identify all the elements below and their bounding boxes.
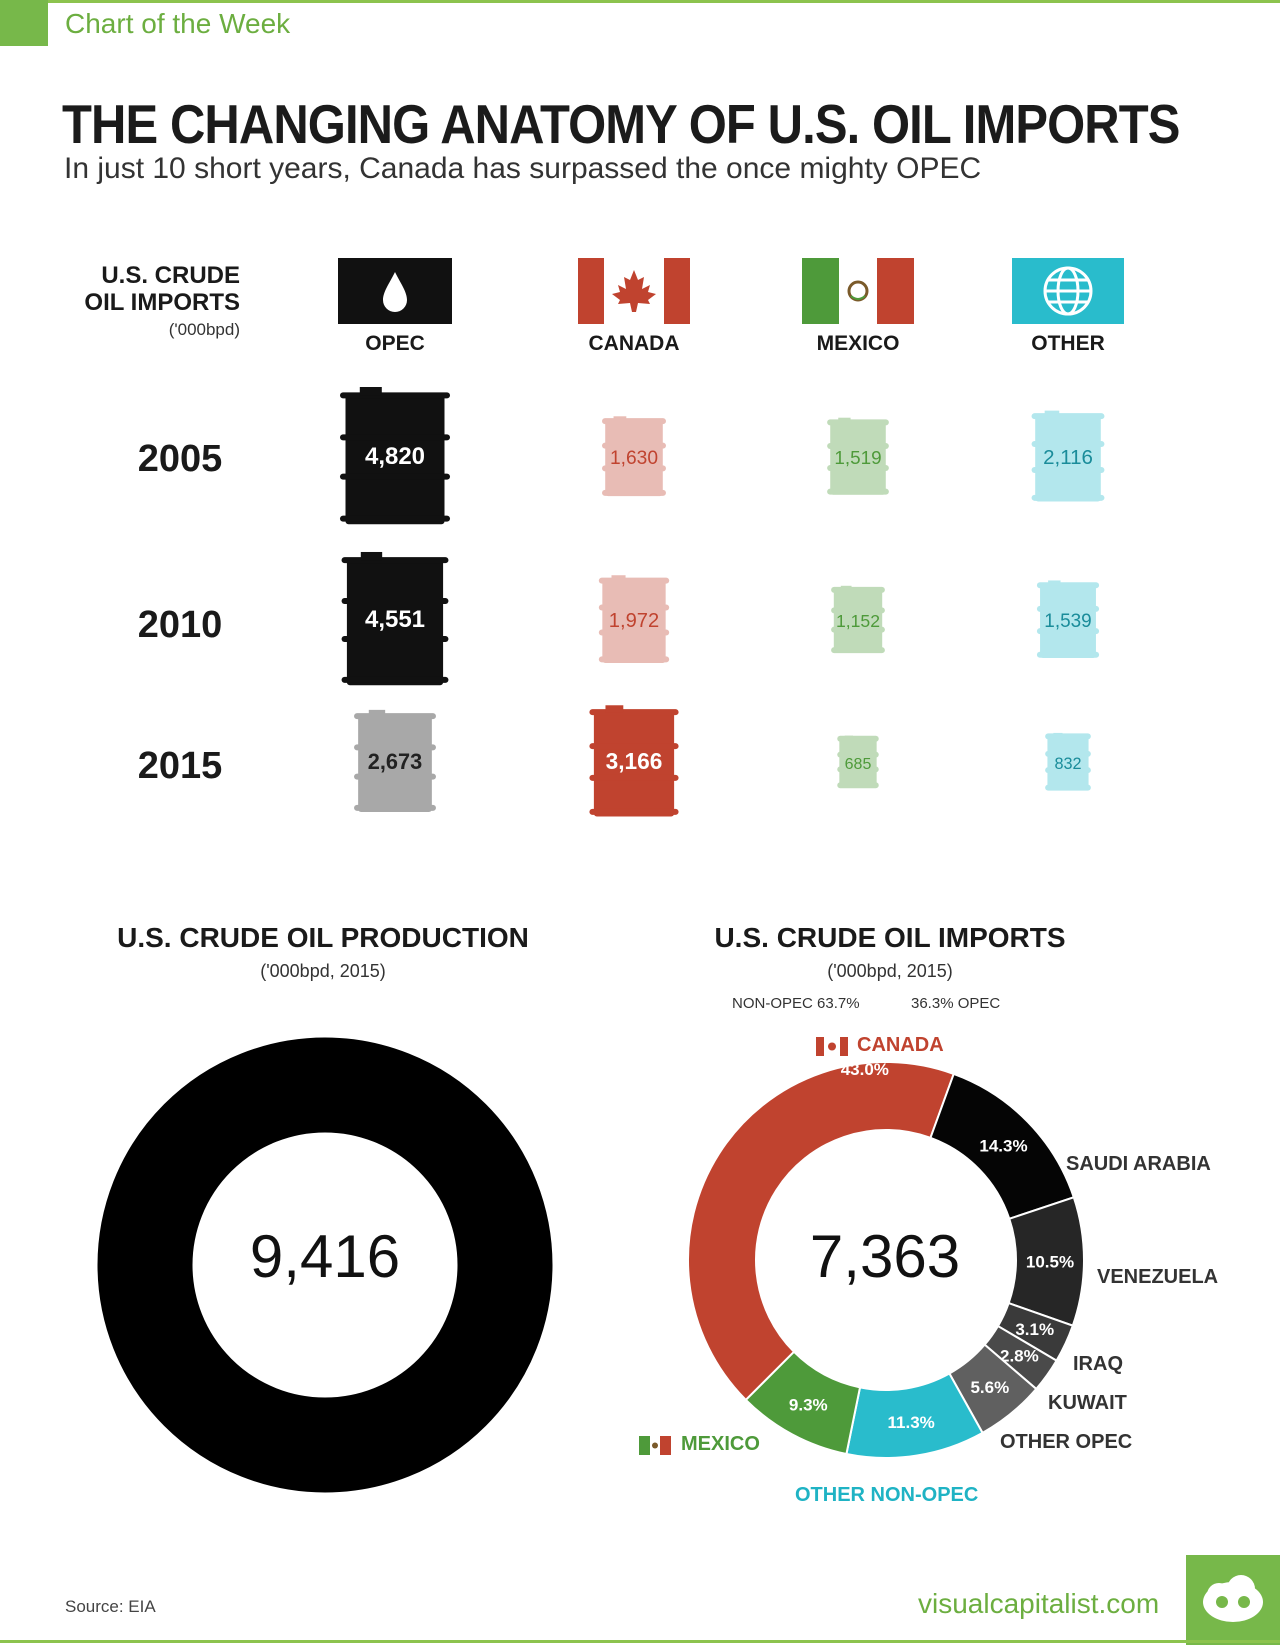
barrel-opec-2010: 4,551 [341,551,449,686]
brand-logo [1186,1555,1280,1645]
slice-value-label: 14.3% [979,1137,1027,1156]
label-venezuela: VENEZUELA [1097,1266,1219,1288]
mexico-flag-small-icon [639,1436,671,1455]
production-ring [97,1037,553,1493]
barrel-mexico-2015: 685 [837,735,879,789]
barrel-value: 2,116 [1043,446,1093,469]
brand-badge [0,0,48,46]
barrel-value: 1,539 [1044,611,1091,632]
imports-2015-title: U.S. CRUDE OIL IMPORTS [714,922,1066,953]
mexico-flag-icon [802,258,914,324]
non-opec-share-label: NON-OPEC 63.7% [732,995,860,1012]
imports-heading: U.S. CRUDE OIL IMPORTS [40,262,240,316]
column-label-canada: CANADA [588,332,680,355]
barrel-other-2005: 2,116 [1031,410,1105,502]
barrel-value: 1,972 [609,610,659,632]
opec-share-label: 36.3% OPEC [911,995,1001,1012]
label-other-opec: OTHER OPEC [1000,1431,1133,1453]
barrel-value: 4,551 [365,606,425,633]
canada-flag-icon [578,258,690,324]
barrel-value: 3,166 [606,748,663,774]
slice-value-label: 11.3% [888,1413,935,1432]
barrel-other-2010: 1,539 [1036,580,1100,658]
imports-unit: ('000bpd) [168,320,240,339]
barrel-canada-2010: 1,972 [598,575,670,663]
top-rule [0,0,1280,3]
label-other-non-opec: OTHER NON-OPEC [795,1484,979,1506]
barrel-value: 832 [1054,755,1081,773]
imports-total: 7,363 [809,1223,961,1290]
source-note: Source: EIA [65,1597,156,1616]
production-total: 9,416 [249,1223,401,1290]
cloud-logo-icon [1203,1575,1263,1622]
barrel-value: 1,152 [836,611,880,631]
globe-icon [1012,258,1124,324]
slice-value-label: 10.5% [1026,1252,1074,1271]
canada-flag-small-icon [816,1037,848,1056]
label-canada: CANADA [857,1034,944,1056]
barrel-chart: 4,820 1,630 1,519 2,116 4,551 1,972 1,152 1,539… [340,387,1105,817]
badge-text: Chart of the Week [65,8,291,39]
year-label-2015: 2015 [137,745,223,787]
label-iraq: IRAQ [1073,1353,1123,1375]
production-donut [97,1037,553,1493]
barrel-other-2015: 832 [1045,732,1091,791]
barrel-opec-2015: 2,673 [354,709,436,813]
year-label-2010: 2010 [137,604,223,646]
imports-heading-line1: U.S. CRUDE [101,262,240,289]
slice-value-label: 3.1% [1015,1320,1054,1339]
slice-value-label: 2.8% [1000,1346,1039,1365]
barrel-mexico-2010: 1,152 [831,585,885,654]
production-title: U.S. CRUDE OIL PRODUCTION [117,922,529,953]
barrel-value: 685 [845,756,872,773]
column-label-other: OTHER [1031,332,1105,355]
imports-2015-unit: ('000bpd, 2015) [827,961,953,981]
oil-drop-icon [338,258,452,324]
site-link[interactable]: visualcapitalist.com [918,1588,1160,1619]
barrel-mexico-2005: 1,519 [827,417,889,495]
slice-value-label: 5.6% [970,1378,1009,1397]
label-saudi-arabia: SAUDI ARABIA [1066,1153,1211,1175]
column-label-mexico: MEXICO [816,332,900,355]
barrel-canada-2005: 1,630 [602,416,666,497]
slice-mexico [744,1350,862,1456]
barrel-value: 1,519 [834,448,881,469]
production-unit: ('000bpd, 2015) [260,961,386,981]
slice-canada [687,1060,956,1402]
barrel-canada-2015: 3,166 [589,705,679,817]
barrel-value: 1,630 [610,448,658,469]
page-title: THE CHANGING ANATOMY OF U.S. OIL IMPORTS [62,93,1180,155]
label-kuwait: KUWAIT [1048,1392,1127,1414]
barrel-opec-2005: 4,820 [340,387,450,525]
page-subtitle: In just 10 short years, Canada has surpa… [64,152,982,185]
slice-value-label: 43.0% [841,1060,889,1079]
year-label-2005: 2005 [137,438,223,480]
column-label-opec: OPEC [365,332,425,355]
slice-value-label: 9.3% [789,1395,828,1414]
imports-heading-line2: OIL IMPORTS [84,289,240,316]
barrel-value: 4,820 [365,443,425,470]
bottom-rule [0,1640,1280,1643]
label-mexico: MEXICO [681,1433,760,1455]
barrel-value: 2,673 [368,749,422,774]
